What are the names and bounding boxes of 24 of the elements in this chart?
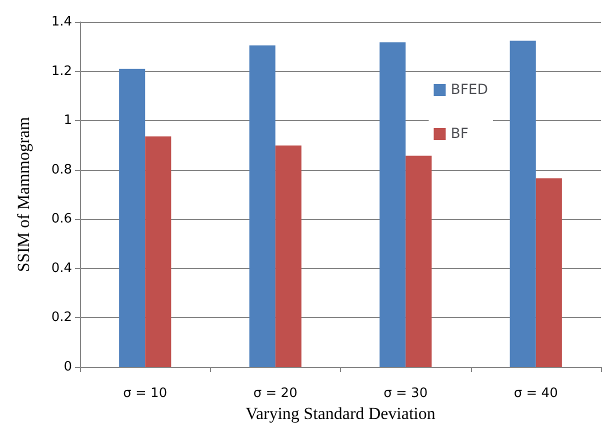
bar <box>380 42 406 367</box>
y-tick-label: 0.6 <box>51 212 72 227</box>
x-tick-label: σ = 40 <box>514 386 558 401</box>
bar <box>510 40 536 367</box>
legend-label: BF <box>450 126 468 142</box>
bar <box>406 156 432 367</box>
legend-label: BFED <box>450 82 488 98</box>
y-axis-title: SSIM of Mammogram <box>14 117 33 272</box>
y-tick-label: 1.4 <box>51 14 72 30</box>
bar <box>249 45 276 367</box>
y-tick-label: 0 <box>64 360 72 374</box>
x-tick-label: σ = 10 <box>123 386 168 401</box>
x-tick-label: σ = 30 <box>384 386 428 401</box>
x-tick-label: σ = 20 <box>253 386 298 401</box>
y-tick-label: 0.8 <box>51 162 72 178</box>
bar <box>119 68 146 367</box>
y-tick-label: 1.2 <box>51 64 72 79</box>
y-tick-label: 1 <box>64 113 72 128</box>
x-axis-title: Varying Standard Deviation <box>246 404 436 423</box>
bar <box>536 178 562 367</box>
bar <box>275 145 302 367</box>
y-tick-label: 0.4 <box>51 260 72 276</box>
bar <box>145 136 172 367</box>
y-tick-label: 0.2 <box>51 310 72 326</box>
